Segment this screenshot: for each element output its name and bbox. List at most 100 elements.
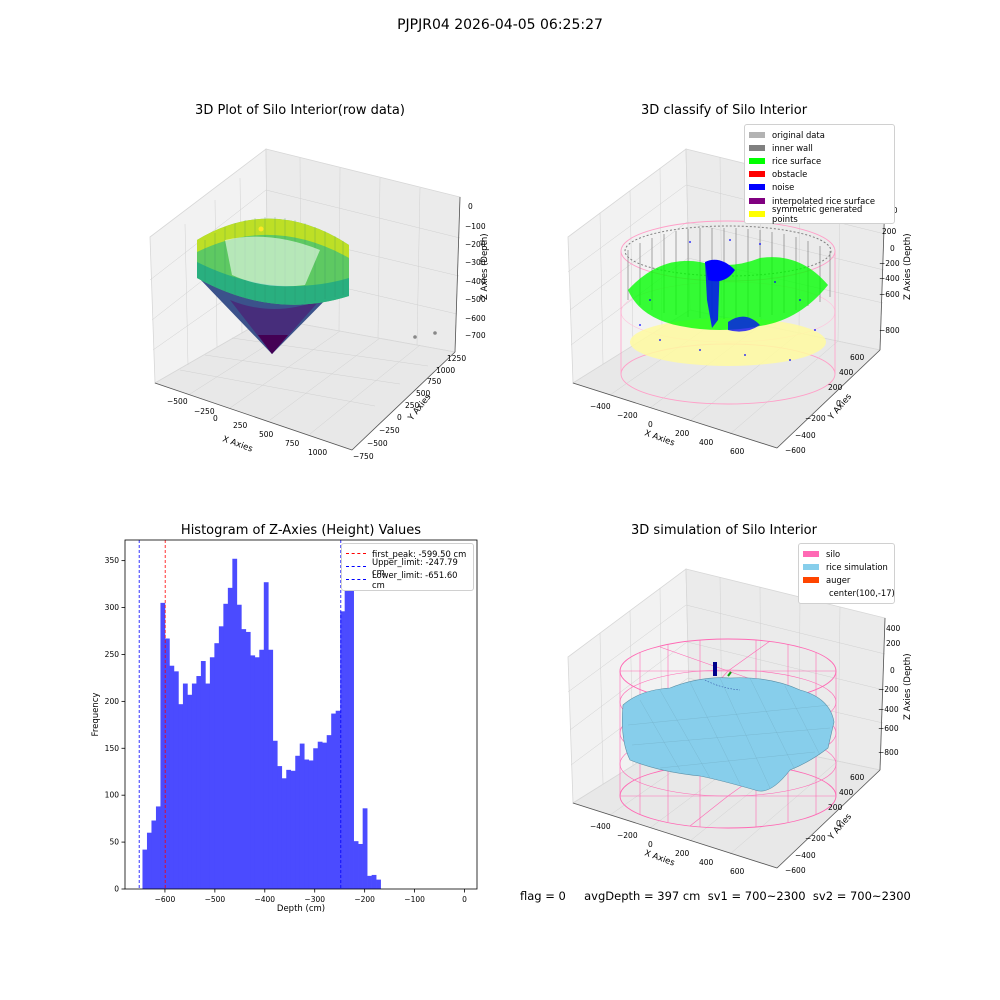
histogram-x-label: Depth (cm) <box>277 904 325 914</box>
classify-y-tick: 200 <box>828 383 843 392</box>
raw-gaps <box>225 236 320 287</box>
legend-entry-obstacle: obstacle <box>749 168 888 181</box>
histogram-bar <box>227 587 233 889</box>
classify-z-tick: −600 <box>879 290 900 299</box>
raw-y-tick: 750 <box>427 377 442 386</box>
classify-x-tick: 400 <box>699 438 714 447</box>
classify-z-tick: 0 <box>890 244 895 253</box>
legend-entry-rice-simulation: rice simulation <box>803 560 888 573</box>
histogram-y-tick-label: 0 <box>114 885 119 894</box>
histogram-bar <box>317 741 323 889</box>
classify-x-tick: 200 <box>675 429 690 438</box>
histogram-bar <box>331 713 337 889</box>
histogram-bar <box>205 683 211 889</box>
simulation-x-tick: −400 <box>590 822 611 831</box>
histogram-y-tick-label: 350 <box>105 556 120 565</box>
classify-legend: original data inner wall rice surface ob… <box>744 124 895 225</box>
raw-z-tick: −200 <box>465 240 486 249</box>
histogram-bar <box>335 710 341 889</box>
simulation-z-tick: 0 <box>890 666 895 675</box>
simulation-auger <box>713 662 717 676</box>
raw-cone-lower <box>230 300 320 354</box>
histogram-bar <box>263 582 269 889</box>
legend-entry-symmetric: symmetric generated points <box>749 204 888 224</box>
histogram-bar <box>313 748 319 889</box>
histogram-y-tick-label: 300 <box>105 603 120 612</box>
line-swatch <box>346 553 366 555</box>
classify-noise-cluster <box>728 316 760 332</box>
histogram-bar <box>304 759 310 889</box>
histogram-bar <box>344 565 350 889</box>
histogram-legend: first_peak: -599.50 cm Upper_limit: -247… <box>341 543 474 591</box>
histogram-bar <box>232 558 238 889</box>
swatch <box>749 210 765 217</box>
swatch <box>749 144 765 151</box>
raw-y-tick: 1000 <box>436 366 455 375</box>
raw-highlight-point <box>258 226 264 232</box>
histogram-bar <box>358 843 363 889</box>
histogram-bar <box>272 740 278 889</box>
simulation-z-tick: 400 <box>886 624 901 633</box>
histogram-bar <box>236 604 242 889</box>
raw-y-tick: −500 <box>367 439 388 448</box>
legend-label: first_peak: -599.50 cm <box>372 548 467 559</box>
swatch <box>749 197 765 204</box>
simulation-y-tick: 400 <box>839 788 854 797</box>
simulation-z-tick: −400 <box>878 705 899 714</box>
swatch <box>803 563 819 570</box>
histogram-bar <box>281 778 287 889</box>
histogram-y-label: Frequency <box>91 693 101 737</box>
histogram-bar <box>151 820 157 889</box>
classify-plot-title: 3D classify of Silo Interior <box>640 103 808 118</box>
legend-label: Lower_limit: -651.60 cm <box>372 569 458 590</box>
histogram-axes-frame <box>124 539 478 890</box>
swatch <box>749 184 765 191</box>
raw-z-tick: 0 <box>468 202 473 211</box>
legend-label: original data <box>772 129 825 140</box>
histogram-bar <box>146 832 152 889</box>
classify-x-tick: 600 <box>730 447 745 456</box>
legend-entry-inner-wall: inner wall <box>749 141 888 154</box>
raw-y-tick: 500 <box>416 389 431 398</box>
simulation-3d-plot: −400 −200 0 200 400 600 −600 −400 −200 0… <box>567 568 913 876</box>
simulation-x-tick: −200 <box>617 831 638 840</box>
histogram-x-tick-label: 0 <box>462 895 467 904</box>
simulation-y-tick: −400 <box>795 851 816 860</box>
histogram-bar <box>169 665 175 889</box>
legend-entry-silo: silo <box>803 547 888 560</box>
histogram-bar <box>308 760 314 889</box>
histogram-x-tick-label: −500 <box>205 895 226 904</box>
line-swatch <box>346 566 366 568</box>
classify-x-tick: −400 <box>590 402 611 411</box>
classify-z-label: Z Axies (Depth) <box>903 233 913 300</box>
simulation-y-tick: −200 <box>805 834 826 843</box>
histogram-bar <box>173 671 179 889</box>
simulation-rice-surface <box>622 677 835 792</box>
legend-entry-first-peak: first_peak: -599.50 cm <box>346 547 467 560</box>
histogram-bar <box>200 661 206 889</box>
classify-x-label: X Axies <box>643 428 676 448</box>
histogram-bar <box>182 683 188 889</box>
legend-entry-original-data: original data <box>749 128 888 141</box>
raw-x-tick: −500 <box>167 397 188 406</box>
swatch-blank <box>803 590 823 596</box>
raw-z-label: Z Axies (Depth) <box>480 233 490 300</box>
legend-label: center(100,-17) <box>829 588 895 599</box>
legend-entry-auger: auger <box>803 573 888 586</box>
classify-y-tick: 0 <box>836 399 841 408</box>
legend-entry-interpolated: interpolated rice surface <box>749 194 888 207</box>
simulation-x-tick: 0 <box>648 840 653 849</box>
raw-outlier-point <box>413 335 417 339</box>
raw-z-tick: −400 <box>465 277 486 286</box>
classify-rice-surface <box>628 257 828 330</box>
histogram-x-tick-label: −600 <box>155 895 176 904</box>
simulation-z-tick: −600 <box>878 724 899 733</box>
simulation-legend: silo rice simulation auger center(100,-1… <box>798 543 895 604</box>
histogram-bar <box>187 694 193 889</box>
legend-entry-rice-surface: rice surface <box>749 154 888 167</box>
classify-noise-scatter <box>639 239 816 361</box>
classify-z-tick: −800 <box>879 326 900 335</box>
simulation-y-tick: 600 <box>850 773 865 782</box>
histogram-bar <box>254 657 260 889</box>
swatch <box>803 550 819 557</box>
